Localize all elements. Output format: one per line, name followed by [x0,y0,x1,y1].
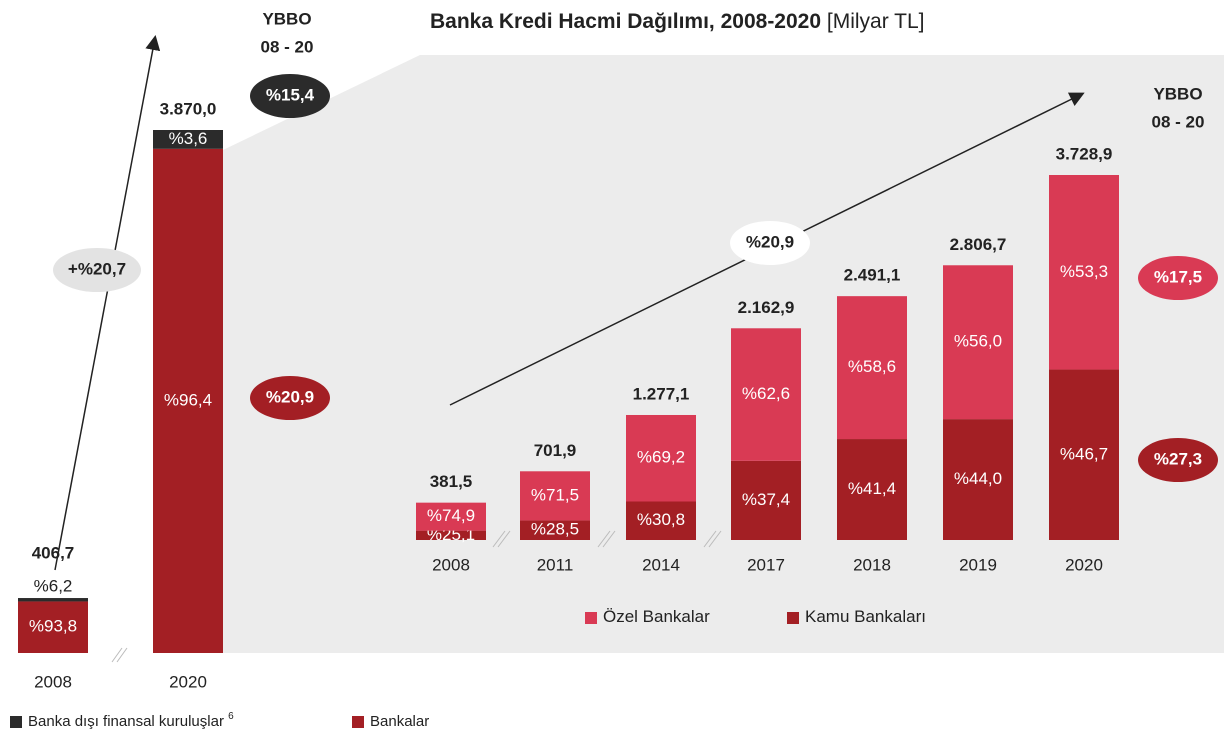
total-label: 381,5 [430,472,473,491]
data-label: %30,8 [637,510,685,529]
legend-swatch [585,612,597,624]
bar-segment [520,520,590,540]
data-label: %93,8 [29,617,77,636]
x-tick-label: 2008 [432,555,470,574]
axis-breaks [111,530,722,663]
legend-name: Özel Bankalar [603,607,710,626]
total-label: 2.806,7 [950,235,1007,254]
bar-segment [837,296,907,440]
annotation: %17,5 [1154,267,1202,286]
legend-name: Banka dışı finansal kuruluşlar [28,713,224,730]
bar-segment [520,471,590,521]
legend-swatch [352,716,364,728]
unit: [Milyar TL] [827,10,925,33]
bar-segment [18,598,88,602]
total-label: 701,9 [534,441,577,460]
bar-segment [416,530,486,540]
legend-footnote: 6 [228,711,234,722]
cagr-heading: 08 - 20 [261,37,314,56]
data-label: %71,5 [531,485,579,504]
total-label: 2.491,1 [844,266,901,285]
cagr-heading: 08 - 20 [1152,112,1205,131]
bar-segment [731,328,801,461]
growth-arrow [54,35,161,571]
data-label: %56,0 [954,332,1002,351]
annotation-bubble [1138,438,1218,482]
annotation-bubble [250,74,330,118]
x-tick-label: 2020 [169,672,207,691]
data-label: %74,9 [427,506,475,525]
data-label: %44,0 [954,469,1002,488]
total-label: 3.870,0 [160,99,217,118]
annotation-bubble [730,221,810,265]
bar-segment [18,601,88,653]
bar-segment [416,502,486,531]
x-tick-label: 2008 [34,672,72,691]
x-tick-label: 2019 [959,555,997,574]
bar-segment [943,265,1013,420]
annotation: +%20,7 [68,259,126,278]
chart-title: Banka Kredi Hacmi Dağılımı, 2008-2020 [M… [430,10,925,33]
total-label: 3.728,9 [1056,144,1113,163]
legend-name: Bankalar [370,713,429,730]
data-label: %3,6 [169,129,208,148]
data-label: %62,6 [742,384,790,403]
bar-segment [1049,369,1119,540]
x-tick-label: 2011 [537,555,574,574]
legend-label: Kamu Bankaları [805,607,926,626]
annotation: %20,9 [266,387,314,406]
x-tick-label: 2017 [747,555,785,574]
data-label: %37,4 [742,490,790,509]
bar-segment [837,439,907,540]
annotation-bubble [250,376,330,420]
annotation: %27,3 [1154,449,1202,468]
bar-segment [153,148,223,653]
x-tick-label: 2018 [853,555,891,574]
x-tick-label: 2014 [642,555,680,574]
legend-swatch [787,612,799,624]
cagr-heading: YBBO [262,9,311,28]
bar-segment [1049,175,1119,370]
data-label: %69,2 [637,448,685,467]
title: Banka Kredi Hacmi Dağılımı, 2008-2020 [430,10,821,33]
data-label: %41,4 [848,479,896,498]
bar-segment [626,501,696,540]
bar-segment [731,460,801,540]
cagr-heading: YBBO [1153,84,1202,103]
annotation: %20,9 [746,232,794,251]
data-label: %53,3 [1060,262,1108,281]
total-label: 2.162,9 [738,298,795,317]
data-label: %58,6 [848,357,896,376]
legend-label: Banka dışı finansal kuruluşlar 6 [28,711,234,730]
data-label: %46,7 [1060,444,1108,463]
annotation: %15,4 [266,85,315,104]
data-label: %28,5 [531,520,579,539]
data-label: %96,4 [164,390,212,409]
legend-label: Özel Bankalar [603,607,710,626]
data-label: %6,2 [34,577,73,596]
total-label: 406,7 [32,544,75,563]
total-label: 1.277,1 [633,384,690,403]
annotation-bubble [1138,256,1218,300]
bar-segment [943,419,1013,540]
legend-label: Bankalar [370,713,429,730]
x-tick-label: 2020 [1065,555,1103,574]
bar-segment [626,414,696,502]
legend-name: Kamu Bankaları [805,607,926,626]
annotation-bubble [53,248,141,292]
bar-segment [153,130,223,149]
legend-swatch [10,716,22,728]
